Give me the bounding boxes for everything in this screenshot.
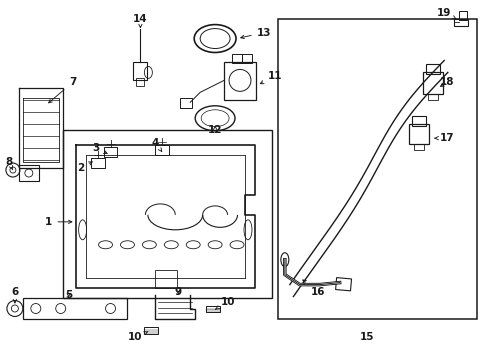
- Text: 13: 13: [241, 28, 271, 39]
- Bar: [145, 328, 158, 334]
- Text: 15: 15: [360, 332, 375, 342]
- Bar: [103, 147, 118, 157]
- Text: 16: 16: [303, 280, 325, 297]
- Text: 14: 14: [133, 14, 147, 28]
- Bar: [278, 19, 477, 319]
- Text: 3: 3: [92, 143, 107, 154]
- Text: 19: 19: [437, 8, 457, 19]
- Bar: [413, 116, 426, 126]
- Text: 8: 8: [5, 157, 13, 170]
- Bar: [155, 145, 169, 155]
- Bar: [19, 165, 39, 181]
- Bar: [423, 72, 443, 94]
- Text: 10: 10: [128, 332, 148, 342]
- Bar: [415, 144, 424, 150]
- Bar: [426, 64, 440, 75]
- Bar: [206, 306, 220, 312]
- Text: 6: 6: [11, 287, 19, 303]
- Bar: [224, 62, 256, 100]
- Bar: [63, 130, 272, 298]
- Bar: [136, 78, 145, 86]
- Text: 11: 11: [260, 71, 282, 84]
- Bar: [155, 270, 177, 288]
- Text: 5: 5: [65, 289, 73, 300]
- Bar: [459, 11, 467, 20]
- Text: 17: 17: [434, 133, 455, 143]
- Bar: [454, 19, 468, 26]
- Text: 9: 9: [175, 287, 182, 297]
- Text: 1: 1: [45, 217, 72, 227]
- Bar: [336, 278, 351, 291]
- Text: 10: 10: [216, 297, 235, 309]
- Bar: [428, 94, 438, 100]
- Bar: [180, 98, 192, 108]
- Bar: [232, 54, 242, 63]
- Bar: [133, 62, 147, 80]
- Text: 12: 12: [208, 125, 222, 135]
- Text: 2: 2: [77, 162, 92, 173]
- Text: 7: 7: [49, 77, 76, 103]
- Bar: [409, 124, 429, 144]
- Text: 4: 4: [152, 138, 162, 151]
- Bar: [23, 298, 127, 319]
- Bar: [91, 158, 104, 168]
- Bar: [242, 54, 252, 63]
- Text: 18: 18: [440, 77, 454, 87]
